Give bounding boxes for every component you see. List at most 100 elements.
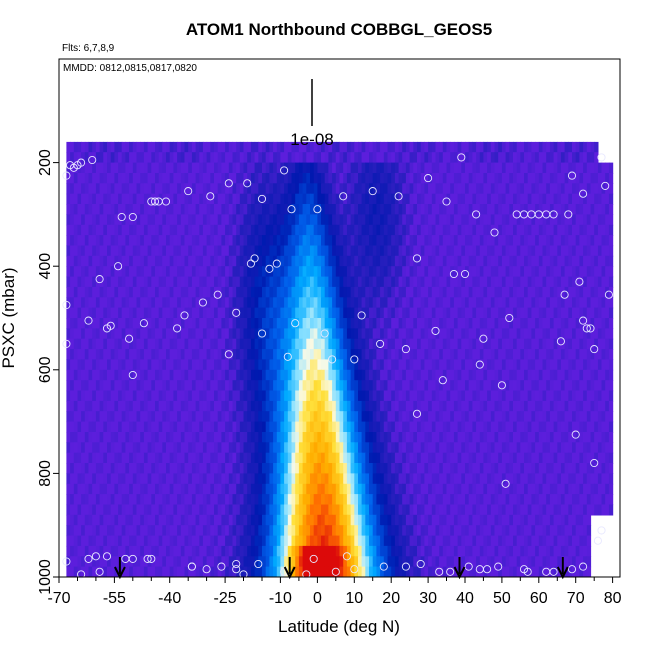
heatmap-cell (546, 380, 551, 392)
heatmap-cell (597, 338, 603, 350)
heatmap-cell (247, 214, 252, 226)
heatmap-cell (424, 214, 429, 226)
heatmap-cell (254, 162, 259, 174)
heatmap-cell (291, 359, 296, 371)
heatmap-cell (450, 400, 455, 412)
heatmap-cell (81, 152, 86, 164)
heatmap-cell (81, 173, 86, 184)
heatmap-cell (505, 224, 510, 236)
heatmap-cell (446, 141, 451, 153)
heatmap-cell (166, 266, 171, 278)
heatmap-cell (118, 162, 123, 174)
heatmap-cell (321, 224, 326, 236)
heatmap-cell (468, 442, 473, 454)
heatmap-cell (214, 318, 219, 329)
heatmap-cell (206, 380, 211, 392)
heatmap-cell (107, 328, 112, 340)
heatmap-cell (535, 307, 540, 319)
heatmap-cell (295, 442, 300, 454)
heatmap-cell (110, 214, 115, 226)
heatmap-cell (527, 369, 532, 381)
heatmap-cell (291, 193, 296, 205)
heatmap-cell (608, 359, 614, 371)
heatmap-cell (465, 141, 470, 153)
heatmap-cell (269, 141, 274, 153)
heatmap-cell (457, 473, 462, 485)
heatmap-cell (66, 297, 71, 309)
heatmap-cell (269, 183, 274, 195)
heatmap-cell (236, 349, 241, 361)
heatmap-cell (509, 442, 514, 454)
heatmap-cell (177, 204, 182, 215)
heatmap-cell (166, 183, 171, 195)
heatmap-cell (417, 483, 422, 495)
heatmap-cell (147, 338, 152, 350)
heatmap-cell (228, 328, 234, 340)
heatmap-cell (273, 432, 278, 443)
heatmap-cell (531, 214, 536, 226)
heatmap-cell (88, 421, 93, 433)
heatmap-cell (313, 349, 318, 361)
heatmap-cell (70, 442, 75, 454)
heatmap-cell (346, 411, 352, 423)
heatmap-cell (210, 328, 215, 340)
heatmap-cell (428, 286, 433, 298)
heatmap-cell (265, 214, 270, 226)
heatmap-cell (295, 421, 300, 433)
heatmap-cell (88, 152, 93, 164)
heatmap-cell (450, 349, 455, 361)
heatmap-cell (398, 141, 403, 153)
heatmap-cell (99, 235, 104, 247)
heatmap-cell (118, 349, 123, 361)
heatmap-cell (191, 369, 197, 381)
heatmap-cell (472, 369, 477, 381)
heatmap-cell (243, 318, 248, 329)
heatmap-cell (132, 400, 138, 412)
heatmap-cell (560, 152, 566, 164)
heatmap-cell (269, 359, 274, 371)
heatmap-cell (191, 214, 197, 226)
heatmap-cell (291, 432, 296, 443)
heatmap-cell (601, 349, 606, 361)
heatmap-cell (310, 214, 315, 226)
heatmap-cell (169, 483, 174, 495)
heatmap-cell (280, 380, 285, 392)
heatmap-cell (542, 297, 547, 309)
heatmap-cell (391, 318, 396, 329)
heatmap-cell (535, 380, 540, 392)
heatmap-cell (169, 141, 174, 153)
heatmap-cell (269, 463, 274, 474)
heatmap-cell (450, 380, 455, 392)
heatmap-cell (191, 380, 197, 392)
heatmap-cell (321, 338, 326, 350)
heatmap-cell (417, 442, 422, 454)
heatmap-cell (546, 193, 551, 205)
heatmap-cell (265, 183, 270, 195)
heatmap-cell (372, 193, 377, 205)
heatmap-cell (346, 400, 352, 412)
heatmap-cell (428, 307, 433, 319)
heatmap-cell (210, 318, 215, 329)
heatmap-cell (77, 338, 82, 350)
heatmap-cell (346, 266, 352, 278)
heatmap-cell (202, 473, 208, 485)
heatmap-cell (265, 162, 270, 174)
heatmap-cell (490, 390, 496, 402)
heatmap-cell (405, 193, 411, 205)
heatmap-cell (354, 411, 359, 423)
heatmap-cell (254, 235, 259, 247)
heatmap-cell (465, 442, 470, 454)
heatmap-cell (431, 245, 437, 257)
heatmap-cell (136, 380, 141, 392)
heatmap-cell (99, 214, 104, 226)
heatmap-cell (306, 245, 311, 257)
heatmap-cell (125, 276, 130, 288)
heatmap-cell (162, 183, 167, 195)
heatmap-cell (225, 235, 230, 247)
heatmap-cell (380, 214, 385, 226)
heatmap-cell (258, 276, 263, 288)
heatmap-cell (461, 349, 466, 361)
heatmap-cell (177, 183, 182, 195)
heatmap-cell (317, 349, 322, 361)
heatmap-cell (66, 286, 71, 298)
